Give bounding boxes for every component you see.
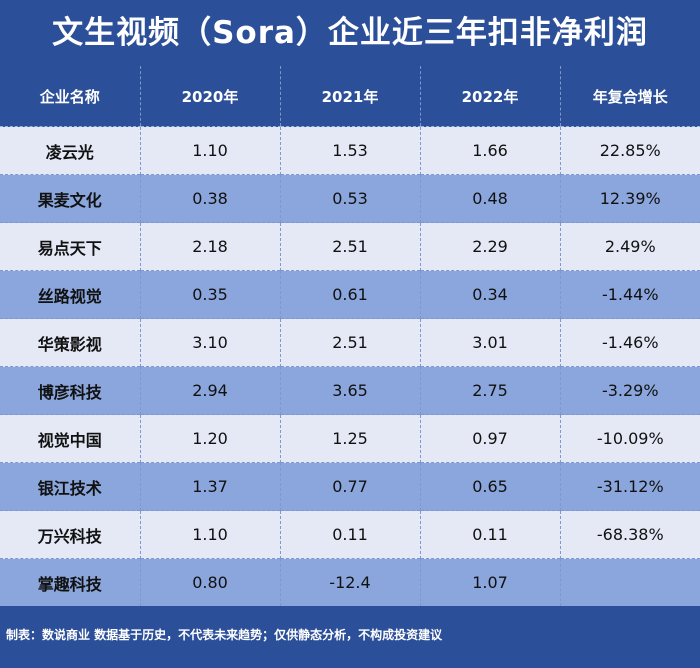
value-2021: 0.53 (279, 174, 420, 223)
cagr-value: 22.85% (559, 126, 700, 175)
value-2022: 2.75 (419, 366, 560, 415)
header-cagr: 年复合增长 (559, 66, 700, 127)
company-name: 易点天下 (0, 222, 140, 271)
value-2022: 1.07 (419, 558, 560, 606)
value-2021: 2.51 (279, 318, 420, 367)
cagr-value: -68.38% (559, 510, 700, 559)
value-2020: 0.38 (139, 174, 280, 223)
company-name: 掌趣科技 (0, 558, 140, 606)
value-2022: 1.66 (419, 126, 560, 175)
value-2020: 1.37 (139, 462, 280, 511)
value-2021: 0.61 (279, 270, 420, 319)
value-2021: 0.11 (279, 510, 420, 559)
value-2021: 2.51 (279, 222, 420, 271)
profit-table: 企业名称 2020年 2021年 2022年 年复合增长 凌云光 1.10 1.53… (0, 66, 700, 606)
value-2022: 0.48 (419, 174, 560, 223)
cagr-value: -10.09% (559, 414, 700, 463)
cagr-value: -31.12% (559, 462, 700, 511)
value-2020: 1.20 (139, 414, 280, 463)
value-2021: 1.25 (279, 414, 420, 463)
company-name: 万兴科技 (0, 510, 140, 559)
header-2021: 2021年 (279, 66, 420, 127)
value-2020: 0.80 (139, 558, 280, 606)
footer-note: 制表：数说商业 数据基于历史，不代表未来趋势；仅供静态分析，不构成投资建议 (6, 628, 443, 642)
company-name: 丝路视觉 (0, 270, 140, 319)
value-2020: 3.10 (139, 318, 280, 367)
company-name: 银江技术 (0, 462, 140, 511)
table-row: 视觉中国 1.20 1.25 0.97 -10.09% (0, 414, 700, 463)
cagr-value: 12.39% (559, 174, 700, 223)
table-row: 博彦科技 2.94 3.65 2.75 -3.29% (0, 366, 700, 415)
table-row: 丝路视觉 0.35 0.61 0.34 -1.44% (0, 270, 700, 319)
header-2022: 2022年 (419, 66, 560, 127)
value-2022: 0.11 (419, 510, 560, 559)
value-2020: 0.35 (139, 270, 280, 319)
value-2021: 3.65 (279, 366, 420, 415)
table-row: 易点天下 2.18 2.51 2.29 2.49% (0, 222, 700, 271)
table-row: 华策影视 3.10 2.51 3.01 -1.46% (0, 318, 700, 367)
table-row: 银江技术 1.37 0.77 0.65 -31.12% (0, 462, 700, 511)
cagr-value (559, 558, 700, 606)
table-row: 凌云光 1.10 1.53 1.66 22.85% (0, 126, 700, 175)
table-body: 凌云光 1.10 1.53 1.66 22.85% 果麦文化 0.38 0.53 0.48 12.… (0, 126, 700, 606)
header-2020: 2020年 (139, 66, 280, 127)
cagr-value: 2.49% (559, 222, 700, 271)
value-2022: 0.34 (419, 270, 560, 319)
company-name: 凌云光 (0, 126, 140, 175)
cagr-value: -3.29% (559, 366, 700, 415)
table-row: 万兴科技 1.10 0.11 0.11 -68.38% (0, 510, 700, 559)
value-2022: 0.97 (419, 414, 560, 463)
value-2020: 1.10 (139, 510, 280, 559)
value-2020: 1.10 (139, 126, 280, 175)
company-name: 博彦科技 (0, 366, 140, 415)
value-2022: 3.01 (419, 318, 560, 367)
cagr-value: -1.46% (559, 318, 700, 367)
table-row: 果麦文化 0.38 0.53 0.48 12.39% (0, 174, 700, 223)
value-2020: 2.94 (139, 366, 280, 415)
value-2021: 0.77 (279, 462, 420, 511)
value-2022: 2.29 (419, 222, 560, 271)
header-row: 企业名称 2020年 2021年 2022年 年复合增长 (0, 66, 700, 127)
value-2020: 2.18 (139, 222, 280, 271)
company-name: 华策影视 (0, 318, 140, 367)
company-name: 果麦文化 (0, 174, 140, 223)
chart-title: 文生视频（Sora）企业近三年扣非净利润 (52, 15, 648, 51)
company-name: 视觉中国 (0, 414, 140, 463)
value-2022: 0.65 (419, 462, 560, 511)
value-2021: 1.53 (279, 126, 420, 175)
cagr-value: -1.44% (559, 270, 700, 319)
table-row: 掌趣科技 0.80 -12.4 1.07 (0, 558, 700, 606)
header-company: 企业名称 (0, 66, 140, 127)
value-2021: -12.4 (279, 558, 420, 606)
